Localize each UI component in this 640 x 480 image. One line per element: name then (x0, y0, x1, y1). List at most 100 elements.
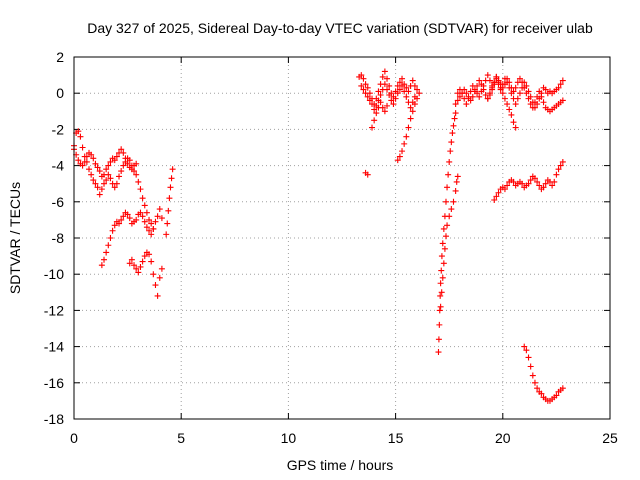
data-point (126, 215, 133, 222)
data-point (444, 222, 451, 229)
data-point (450, 122, 457, 129)
data-point (435, 336, 442, 343)
data-point (373, 110, 380, 117)
data-point (549, 182, 556, 189)
data-point (388, 97, 395, 104)
data-point (493, 73, 500, 80)
data-point (435, 349, 442, 356)
data-point (75, 157, 82, 164)
series-early-b (71, 146, 140, 180)
data-point (92, 160, 99, 167)
data-point (77, 133, 84, 140)
data-point (478, 81, 485, 88)
data-point (493, 193, 500, 200)
data-point (531, 175, 538, 182)
chart-title: Day 327 of 2025, Sidereal Day-to-day VTE… (87, 20, 593, 36)
data-point (105, 242, 112, 249)
data-point (527, 101, 534, 108)
data-point (113, 153, 120, 160)
data-point (169, 166, 176, 173)
data-point (167, 184, 174, 191)
x-tick-label: 20 (495, 430, 511, 446)
data-point (163, 231, 170, 238)
data-point (407, 104, 414, 111)
y-tick-label: -18 (44, 411, 64, 427)
data-point (111, 157, 118, 164)
data-point (461, 86, 468, 93)
data-point (139, 195, 146, 202)
data-point (557, 162, 564, 169)
data-point (107, 235, 114, 241)
series-mid-c (369, 99, 391, 131)
data-point (152, 282, 159, 289)
data-point (360, 86, 367, 93)
data-point (540, 184, 547, 191)
data-point (495, 189, 502, 196)
data-point (442, 198, 449, 205)
x-tick-label: 10 (281, 430, 297, 446)
y-tick-label: -16 (44, 375, 64, 391)
data-point (534, 178, 541, 185)
data-point (362, 81, 369, 88)
data-point (471, 88, 478, 95)
data-point (133, 171, 140, 178)
data-point (369, 101, 376, 108)
data-point (438, 267, 445, 274)
data-point (559, 77, 566, 84)
data-point (555, 166, 562, 173)
data-point (128, 166, 135, 173)
data-point (396, 153, 403, 160)
data-point (489, 84, 496, 91)
data-point (158, 215, 165, 222)
data-point (411, 101, 418, 108)
data-point (525, 354, 532, 361)
data-point (463, 90, 470, 97)
data-point (146, 227, 153, 234)
data-point (486, 90, 493, 97)
data-point (113, 180, 120, 187)
data-point (454, 173, 461, 180)
data-point (135, 178, 142, 185)
data-point (88, 151, 95, 158)
y-axis-label: SDTVAR / TECUs (7, 182, 23, 294)
data-point (450, 198, 457, 205)
data-point (141, 218, 148, 225)
y-tick-label: -8 (52, 230, 65, 246)
data-point (529, 372, 536, 379)
data-point (437, 292, 444, 299)
data-points (71, 68, 566, 404)
data-point (90, 177, 97, 184)
data-point (510, 119, 517, 126)
series-early-c (98, 209, 157, 269)
data-point (506, 106, 513, 113)
data-point (103, 249, 110, 256)
data-point (510, 178, 517, 185)
data-point (501, 81, 508, 88)
data-point (501, 186, 508, 193)
data-point (120, 162, 127, 169)
data-point (396, 79, 403, 86)
data-point (118, 146, 125, 153)
data-point (377, 92, 384, 99)
data-point (501, 95, 508, 102)
data-point (405, 124, 412, 131)
data-point (512, 124, 519, 131)
data-point (448, 206, 455, 213)
data-point (116, 173, 123, 180)
data-point (439, 240, 446, 247)
x-tick-labels: 0 5 10 15 20 25 (70, 430, 618, 446)
data-point (451, 115, 458, 122)
data-point (165, 207, 172, 214)
data-point (116, 220, 123, 227)
data-point (133, 216, 140, 223)
data-point (371, 117, 378, 124)
data-point (467, 97, 474, 104)
data-point (109, 227, 116, 234)
data-point (164, 220, 171, 227)
y-tick-label: -14 (44, 339, 64, 355)
data-point (375, 88, 382, 95)
data-point (401, 140, 408, 147)
data-point (158, 265, 165, 272)
data-point (79, 162, 86, 169)
